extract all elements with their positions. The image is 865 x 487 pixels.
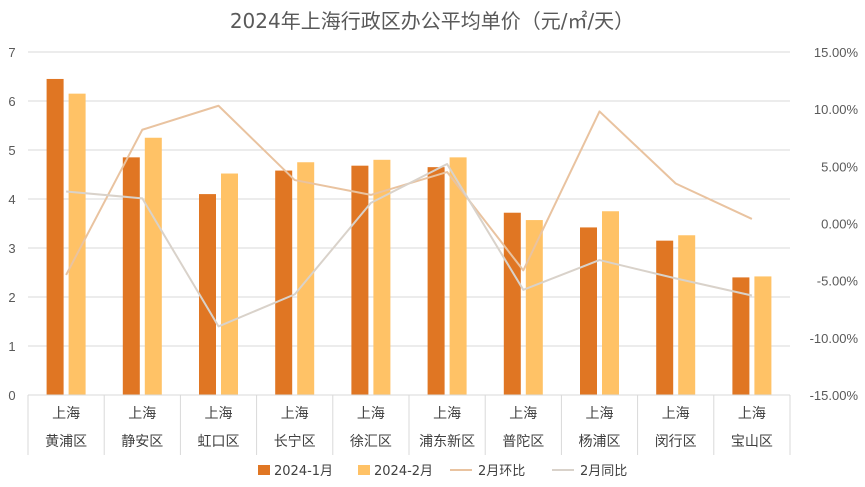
category-label: 虹口区 bbox=[198, 434, 240, 450]
y-left-tick-label: 6 bbox=[8, 94, 15, 109]
category-label: 长宁区 bbox=[274, 433, 316, 450]
legend-label: 2月同比 bbox=[580, 464, 627, 479]
y-left-tick-label: 1 bbox=[8, 339, 15, 354]
region-label: 上海 bbox=[586, 406, 614, 422]
bar bbox=[525, 220, 543, 395]
series-line bbox=[66, 163, 753, 328]
legend: 2024-1月 2024-2月 2月环比 2月同比 bbox=[258, 464, 627, 479]
y-axis-left: 0 1 2 3 4 5 6 7 bbox=[8, 45, 15, 403]
region-label: 上海 bbox=[662, 406, 690, 422]
y-right-tick-label: -10.00% bbox=[810, 331, 859, 346]
bar bbox=[449, 157, 467, 395]
region-label: 上海 bbox=[205, 406, 233, 422]
chart-title: 2024年上海行政区办公平均单价（元/㎡/天） bbox=[230, 9, 634, 33]
bar bbox=[122, 157, 140, 395]
bar bbox=[46, 78, 64, 395]
region-label: 上海 bbox=[357, 406, 385, 422]
category-label: 闵行区 bbox=[655, 434, 697, 450]
bar bbox=[427, 167, 445, 395]
bar bbox=[503, 212, 521, 395]
bar bbox=[221, 173, 238, 395]
legend-swatch bbox=[358, 465, 370, 475]
legend-swatch bbox=[258, 465, 270, 475]
y-right-tick-label: 10.00% bbox=[814, 102, 859, 117]
bar bbox=[754, 276, 772, 395]
y-left-tick-label: 7 bbox=[8, 45, 15, 60]
series-line bbox=[65, 104, 753, 276]
category-label: 徐汇区 bbox=[350, 434, 392, 450]
category-label: 浦东新区 bbox=[419, 434, 475, 450]
bar bbox=[602, 211, 619, 395]
region-label: 上海 bbox=[281, 406, 309, 422]
y-left-tick-label: 4 bbox=[8, 192, 15, 207]
category-label: 静安区 bbox=[121, 434, 163, 450]
bar bbox=[144, 137, 162, 395]
category-label: 杨浦区 bbox=[579, 434, 621, 450]
y-right-tick-label: 0.00% bbox=[821, 217, 858, 232]
y-left-tick-label: 2 bbox=[8, 290, 15, 305]
bar bbox=[656, 240, 674, 395]
y-right-tick-label: 15.00% bbox=[814, 45, 859, 60]
bar bbox=[373, 159, 391, 395]
y-axis-right: -15.00% -10.00% -5.00% 0.00% 5.00% 10.00% 15.0… bbox=[810, 45, 859, 403]
category-label: 普陀区 bbox=[502, 434, 544, 450]
bars bbox=[46, 78, 772, 396]
bar bbox=[275, 170, 293, 395]
legend-label: 2月环比 bbox=[478, 464, 525, 479]
y-right-tick-label: 5.00% bbox=[821, 159, 858, 174]
region-label: 上海 bbox=[433, 406, 461, 422]
y-left-tick-label: 0 bbox=[8, 388, 15, 403]
y-left-tick-label: 5 bbox=[8, 143, 15, 158]
bar bbox=[351, 165, 369, 395]
gridlines bbox=[28, 51, 790, 396]
bar bbox=[580, 227, 597, 395]
category-label: 黄浦区 bbox=[45, 433, 87, 450]
legend-label: 2024-1月 bbox=[274, 464, 333, 479]
bar bbox=[297, 162, 315, 395]
y-right-tick-label: -15.00% bbox=[810, 388, 859, 403]
bar bbox=[678, 235, 696, 395]
y-right-tick-label: -5.00% bbox=[817, 274, 859, 289]
y-left-tick-label: 3 bbox=[8, 241, 15, 256]
bar bbox=[199, 194, 216, 395]
legend-label: 2024-2月 bbox=[374, 464, 433, 479]
bar bbox=[732, 277, 750, 395]
region-label: 上海 bbox=[738, 406, 766, 422]
region-label: 上海 bbox=[509, 406, 537, 422]
category-label: 宝山区 bbox=[731, 434, 773, 450]
lines bbox=[65, 104, 753, 328]
bar bbox=[68, 93, 86, 396]
region-label: 上海 bbox=[128, 406, 156, 422]
region-label: 上海 bbox=[52, 406, 80, 422]
